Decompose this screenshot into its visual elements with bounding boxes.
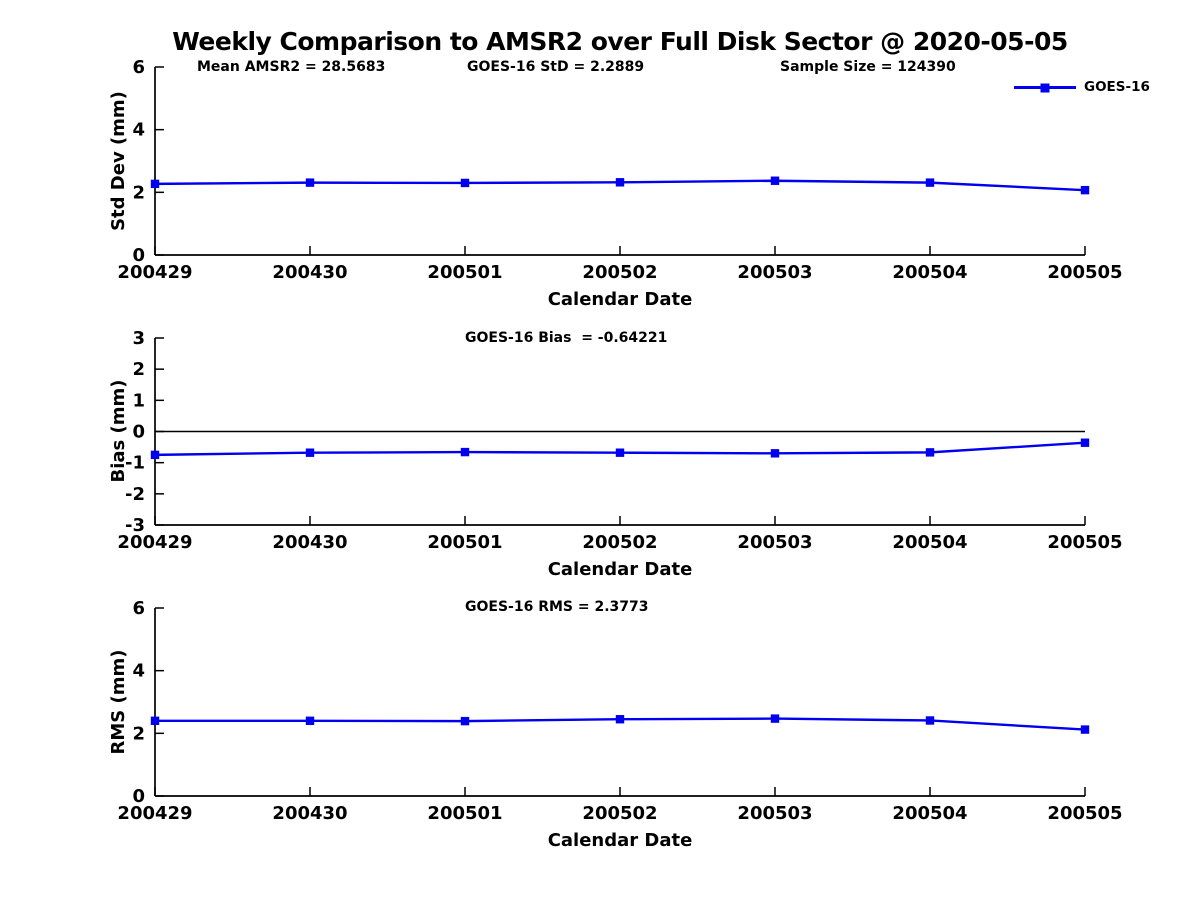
rms-x-axis-label: Calendar Date (547, 830, 693, 851)
data-point-marker (150, 450, 160, 460)
data-point-marker (770, 449, 780, 458)
x-tick-label: 200430 (272, 262, 347, 283)
figure-title: Weekly Comparison to AMSR2 over Full Dis… (172, 27, 1068, 56)
data-point-marker (925, 178, 935, 187)
y-tick-label: 6 (132, 598, 145, 619)
x-tick-label: 200502 (582, 803, 657, 824)
x-tick-label: 200429 (117, 262, 192, 283)
data-point-marker (1080, 725, 1090, 734)
legend-label: GOES-16 (1084, 79, 1150, 95)
y-tick-label: 4 (132, 120, 145, 141)
y-tick-label: 2 (132, 182, 145, 203)
stat-goes16-std: GOES-16 StD = 2.2889 (467, 59, 645, 75)
x-tick-label: 200502 (582, 262, 657, 283)
y-tick-label: 0 (132, 421, 145, 442)
stat-goes16-bias: GOES-16 Bias = -0.64221 (465, 330, 668, 346)
legend-square-marker-icon (1040, 83, 1050, 93)
x-tick-label: 200503 (737, 262, 812, 283)
legend-line-sample (1014, 83, 1076, 93)
stddev-x-axis-label: Calendar Date (547, 289, 693, 310)
x-tick-label: 200503 (737, 803, 812, 824)
data-point-marker (305, 716, 315, 725)
y-tick-label: -1 (125, 453, 145, 474)
x-tick-label: 200429 (117, 532, 192, 553)
data-point-marker (770, 714, 780, 723)
x-tick-label: 200429 (117, 803, 192, 824)
x-tick-label: 200505 (1047, 262, 1122, 283)
x-tick-label: 200504 (892, 532, 967, 553)
bias-x-axis-label: Calendar Date (547, 559, 693, 580)
x-tick-label: 200501 (427, 803, 502, 824)
y-tick-label: -2 (125, 484, 145, 505)
x-tick-label: 200504 (892, 262, 967, 283)
x-tick-label: 200501 (427, 262, 502, 283)
data-point-marker (925, 716, 935, 725)
data-point-marker (615, 448, 625, 457)
x-tick-label: 200430 (272, 803, 347, 824)
y-tick-label: 1 (132, 390, 145, 411)
x-tick-label: 200430 (272, 532, 347, 553)
data-point-marker (615, 715, 625, 724)
x-tick-label: 200501 (427, 532, 502, 553)
data-point-marker (305, 448, 315, 457)
y-tick-label: 0 (132, 245, 145, 266)
x-tick-label: 200504 (892, 803, 967, 824)
stat-mean-amsr2: Mean AMSR2 = 28.5683 (197, 59, 386, 75)
y-tick-label: -3 (125, 515, 145, 536)
y-tick-label: 0 (132, 786, 145, 807)
data-point-marker (770, 176, 780, 185)
x-tick-label: 200502 (582, 532, 657, 553)
data-point-marker (150, 179, 160, 189)
y-tick-label: 2 (132, 723, 145, 744)
y-tick-label: 3 (132, 328, 145, 349)
x-tick-label: 200505 (1047, 803, 1122, 824)
data-point-marker (615, 178, 625, 187)
data-point-marker (1080, 185, 1090, 195)
stat-sample-size: Sample Size = 124390 (780, 59, 956, 75)
stat-goes16-rms: GOES-16 RMS = 2.3773 (465, 599, 649, 615)
data-point-marker (460, 716, 470, 726)
y-tick-label: 4 (132, 661, 145, 682)
x-tick-label: 200505 (1047, 532, 1122, 553)
data-point-marker (460, 178, 470, 188)
data-point-marker (150, 716, 160, 725)
data-point-marker (305, 178, 315, 187)
x-tick-label: 200503 (737, 532, 812, 553)
data-point-marker (925, 448, 935, 457)
y-tick-label: 6 (132, 57, 145, 78)
y-tick-label: 2 (132, 359, 145, 380)
data-point-marker (460, 447, 470, 457)
legend: GOES-16 (1014, 79, 1150, 95)
data-point-marker (1080, 438, 1090, 447)
